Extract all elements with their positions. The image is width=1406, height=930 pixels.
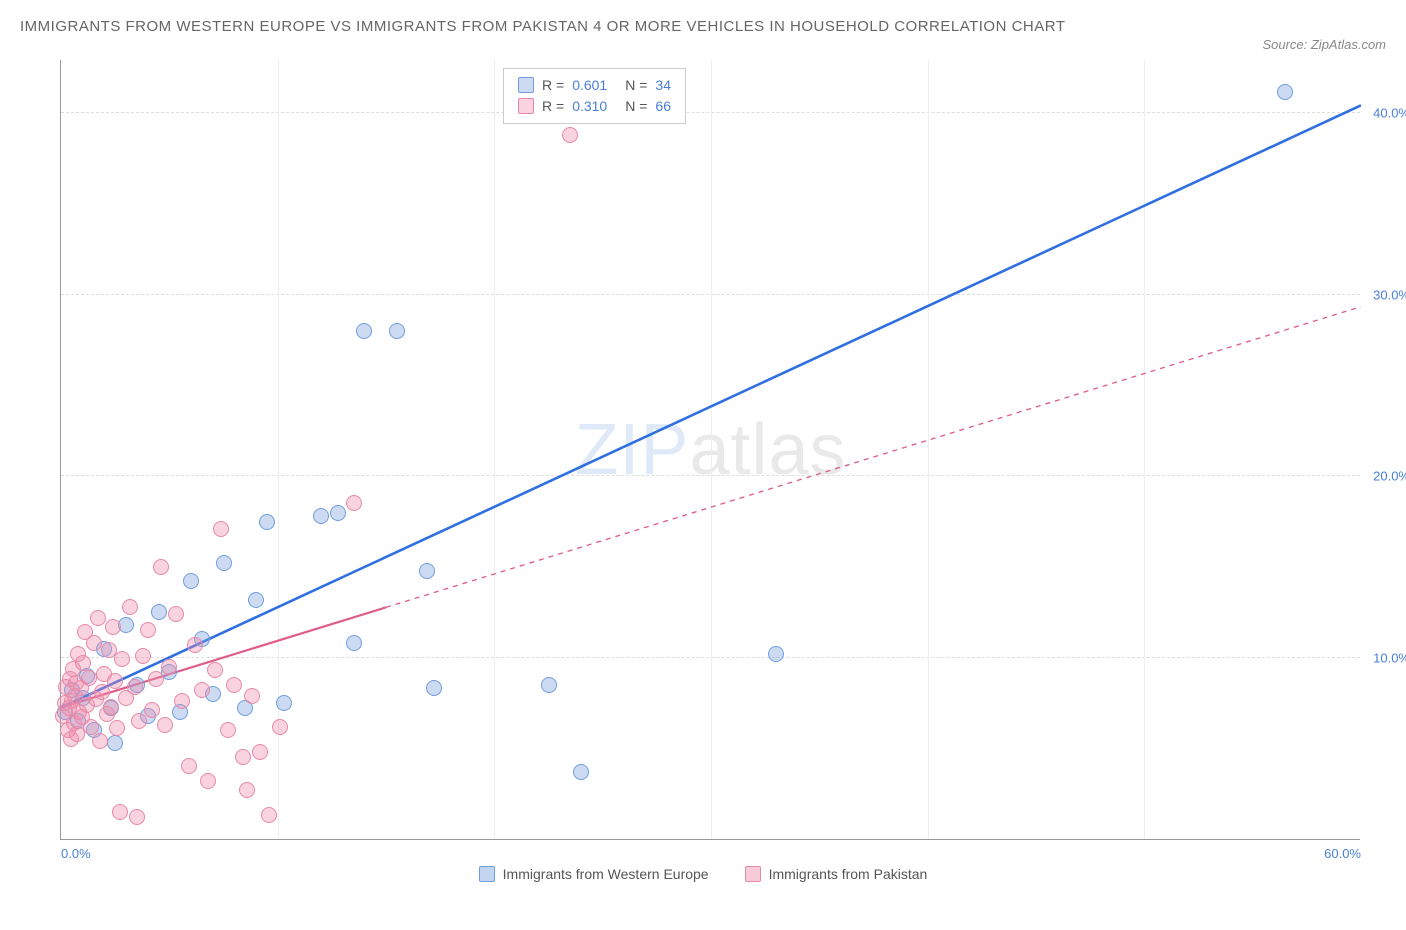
- source-label: Source: ZipAtlas.com: [1262, 37, 1386, 52]
- data-point-pk: [144, 702, 160, 718]
- data-point-we: [216, 555, 232, 571]
- data-point-pk: [94, 684, 110, 700]
- data-point-we: [183, 573, 199, 589]
- y-tick-label: 10.0%: [1373, 650, 1406, 665]
- data-point-we: [426, 680, 442, 696]
- data-point-pk: [272, 719, 288, 735]
- data-point-pk: [239, 782, 255, 798]
- data-point-pk: [148, 671, 164, 687]
- chart-container: 4 or more Vehicles in Household ZIPatlas…: [20, 60, 1386, 840]
- data-point-we: [107, 735, 123, 751]
- gridline-v: [494, 60, 495, 839]
- data-point-we: [541, 677, 557, 693]
- data-point-pk: [135, 648, 151, 664]
- data-point-pk: [105, 619, 121, 635]
- trend-dashed-pk: [386, 307, 1361, 608]
- data-point-pk: [235, 749, 251, 765]
- data-point-pk: [81, 670, 97, 686]
- data-point-pk: [107, 673, 123, 689]
- data-point-pk: [92, 733, 108, 749]
- data-point-pk: [83, 719, 99, 735]
- data-point-pk: [109, 720, 125, 736]
- legend-item: Immigrants from Pakistan: [745, 866, 928, 882]
- chart-title: IMMIGRANTS FROM WESTERN EUROPE VS IMMIGR…: [20, 15, 1066, 39]
- gridline-v: [928, 60, 929, 839]
- legend-row-we: R = 0.601N = 34: [518, 75, 671, 96]
- data-point-we: [389, 323, 405, 339]
- data-point-pk: [153, 559, 169, 575]
- data-point-pk: [181, 758, 197, 774]
- data-point-pk: [127, 679, 143, 695]
- data-point-pk: [86, 635, 102, 651]
- data-point-pk: [112, 804, 128, 820]
- plot-area: ZIPatlas R = 0.601N = 34R = 0.310N = 66 …: [60, 60, 1360, 840]
- data-point-pk: [346, 495, 362, 511]
- legend-item: Immigrants from Western Europe: [479, 866, 709, 882]
- data-point-we: [1277, 84, 1293, 100]
- y-tick-label: 20.0%: [1373, 469, 1406, 484]
- data-point-we: [151, 604, 167, 620]
- data-point-pk: [213, 521, 229, 537]
- data-point-pk: [140, 622, 156, 638]
- data-point-we: [356, 323, 372, 339]
- y-tick-label: 30.0%: [1373, 287, 1406, 302]
- data-point-we: [276, 695, 292, 711]
- x-tick-label: 0.0%: [61, 846, 91, 861]
- gridline-v: [1144, 60, 1145, 839]
- data-point-we: [259, 514, 275, 530]
- data-point-we: [419, 563, 435, 579]
- data-point-pk: [187, 637, 203, 653]
- series-legend: Immigrants from Western Europe Immigrants…: [20, 866, 1386, 885]
- data-point-pk: [244, 688, 260, 704]
- data-point-pk: [90, 610, 106, 626]
- y-tick-label: 40.0%: [1373, 106, 1406, 121]
- data-point-pk: [200, 773, 216, 789]
- legend-row-pk: R = 0.310N = 66: [518, 96, 671, 117]
- data-point-we: [346, 635, 362, 651]
- data-point-pk: [131, 713, 147, 729]
- data-point-pk: [129, 809, 145, 825]
- data-point-pk: [207, 662, 223, 678]
- data-point-pk: [103, 699, 119, 715]
- data-point-pk: [252, 744, 268, 760]
- data-point-we: [313, 508, 329, 524]
- data-point-pk: [562, 127, 578, 143]
- data-point-we: [573, 764, 589, 780]
- data-point-pk: [161, 659, 177, 675]
- data-point-pk: [261, 807, 277, 823]
- gridline-v: [711, 60, 712, 839]
- x-tick-label: 60.0%: [1324, 846, 1361, 861]
- data-point-pk: [114, 651, 130, 667]
- data-point-pk: [157, 717, 173, 733]
- data-point-pk: [220, 722, 236, 738]
- data-point-pk: [168, 606, 184, 622]
- data-point-pk: [194, 682, 210, 698]
- data-point-we: [330, 505, 346, 521]
- data-point-we: [768, 646, 784, 662]
- correlation-legend: R = 0.601N = 34R = 0.310N = 66: [503, 68, 686, 124]
- data-point-we: [248, 592, 264, 608]
- data-point-pk: [122, 599, 138, 615]
- data-point-pk: [226, 677, 242, 693]
- data-point-pk: [174, 693, 190, 709]
